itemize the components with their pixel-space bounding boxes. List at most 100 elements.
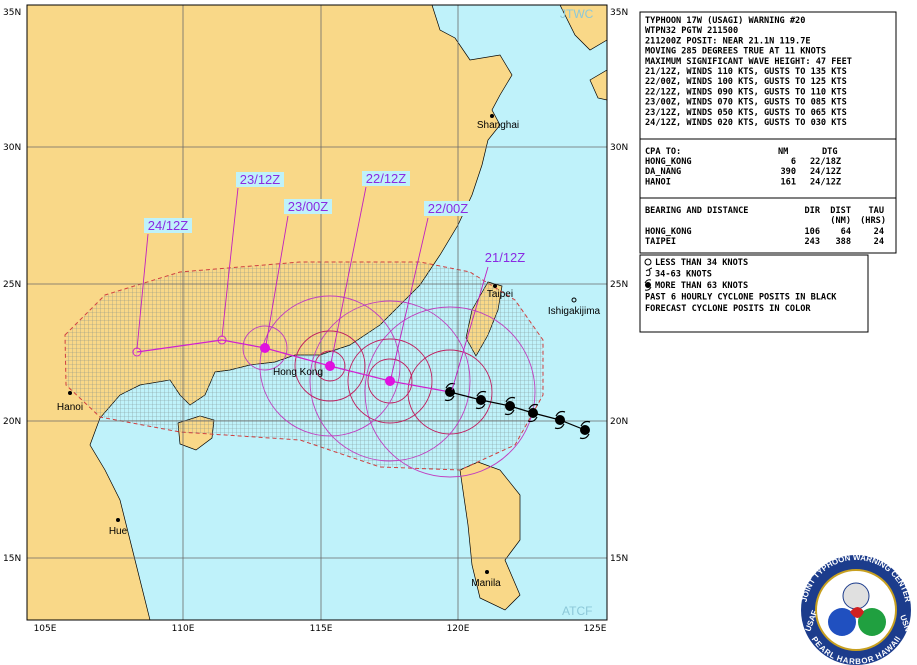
forecast-track (136, 339, 451, 393)
legend-line: LESS THAN 34 KNOTS (655, 258, 748, 268)
forecast-label-bg (362, 171, 410, 186)
cpa-header: NM (778, 147, 788, 157)
watermark: ATCF (562, 604, 592, 618)
warning-line: 21/12Z, WINDS 110 KTS, GUSTS TO 135 KTS (645, 67, 847, 77)
cpa-cell: HANOI (645, 177, 671, 187)
forecast-label: 23/00Z (288, 199, 329, 214)
warning-line: MOVING 285 DEGREES TRUE AT 11 KNOTS (645, 47, 826, 57)
forecast-label-bg (236, 172, 284, 187)
cpa-cell: 24/12Z (810, 167, 841, 177)
lon-label: 115E (310, 624, 333, 634)
past-position (555, 415, 565, 425)
axis-labels: 35N 35N 30N 30N 25N 25N 20N 20N 15N 15N 105E 110E 11… (3, 8, 628, 634)
warning-line: MAXIMUM SIGNIFICANT WAVE HEIGHT: 47 FEET (645, 57, 852, 67)
danger-area (64, 261, 544, 471)
bearing-header: TAU (868, 206, 884, 216)
forecast-label-bg (424, 201, 472, 216)
legend-symbols (644, 258, 653, 291)
label-leaders (136, 186, 489, 391)
korea (559, 5, 607, 51)
past-position (505, 401, 515, 411)
lat-label: 25N (3, 280, 21, 290)
legend-line: PAST 6 HOURLY CYCLONE POSITS IN BLACK (645, 293, 837, 303)
place-name: Hanoi (57, 402, 83, 413)
past-position (528, 408, 538, 418)
warning-line: WTPN32 PGTW 211500 (645, 26, 738, 36)
cpa-cell: 22/18Z (810, 157, 841, 167)
lat-label: 35N (610, 8, 628, 18)
cpa-cell: HONG_KONG (645, 157, 692, 167)
forecast-label-bg (144, 218, 192, 233)
bearing-cell: TAIPEI (645, 237, 676, 247)
lat-label: 30N (610, 143, 628, 153)
bearing-header: BEARING AND DISTANCE (645, 206, 748, 216)
place-name: Taipei (487, 289, 513, 300)
forecast-positions (132, 335, 395, 386)
warning-line: 22/00Z, WINDS 100 KTS, GUSTS TO 125 KTS (645, 77, 847, 87)
warning-line: TYPHOON 17W (USAGI) WARNING #20 (645, 16, 805, 26)
place-dots (68, 114, 577, 574)
forecast-label: 23/12Z (240, 172, 281, 187)
cpa-header: CPA TO: (645, 147, 681, 157)
legend-line: MORE THAN 63 KNOTS (655, 281, 748, 291)
wind-radii (242, 295, 536, 478)
lat-label: 20N (3, 417, 21, 427)
place-name: Hue (109, 526, 128, 537)
bearing-subheader: (HRS) (860, 216, 886, 226)
bearing-cell: 243 (804, 237, 820, 247)
warning-line: 23/00Z, WINDS 070 KTS, GUSTS TO 085 KTS (645, 98, 847, 108)
lon-label: 110E (172, 624, 195, 634)
forecast-label: 22/00Z (428, 201, 469, 216)
place-name: Ishigakijima (548, 306, 601, 317)
cpa-cell: 161 (780, 177, 796, 187)
forecast-label: 24/12Z (148, 218, 189, 233)
legend-box (639, 254, 869, 333)
forecast-label: 22/12Z (366, 171, 407, 186)
bearing-cell: 388 (835, 237, 851, 247)
lon-label: 105E (34, 624, 57, 634)
bearing-cell: 24 (874, 237, 884, 247)
watermark: JTWC (560, 7, 594, 21)
warning-box (639, 11, 897, 254)
map: JTWC ATCF Shanghai Taipei Ishigakijima Hong K… (27, 5, 607, 620)
legend-line: 34-63 KNOTS (655, 270, 712, 280)
lat-label: 15N (610, 554, 628, 564)
lon-label: 125E (584, 624, 607, 634)
cpa-cell: 390 (780, 167, 796, 177)
japan (589, 69, 607, 101)
legend-line: FORECAST CYCLONE POSITS IN COLOR (645, 304, 811, 314)
past-position (476, 395, 486, 405)
cpa-cell: 24/12Z (810, 177, 841, 187)
warning-line: 22/12Z, WINDS 090 KTS, GUSTS TO 110 KTS (645, 87, 847, 97)
cyclone-tail (504, 396, 516, 416)
place-name: Shanghai (477, 120, 519, 131)
jtwc-logo: JOINT TYPHOON WARNING CENTER PEARL HARBO… (800, 553, 912, 665)
cyclone-tail (475, 390, 487, 410)
warning-line: 24/12Z, WINDS 020 KTS, GUSTS TO 030 KTS (645, 118, 847, 128)
graticule (27, 5, 607, 620)
cyclone-tail (579, 420, 591, 440)
cyclone-tail (527, 403, 539, 423)
place-name: Hong Kong (273, 367, 323, 378)
lat-label: 15N (3, 554, 21, 564)
lat-label: 35N (3, 8, 21, 18)
bearing-subheader: (NM) (830, 216, 851, 226)
bearing-cell: 24 (874, 227, 884, 237)
lon-label: 120E (447, 624, 470, 634)
past-position (445, 387, 455, 397)
place-name: Manila (471, 578, 501, 589)
map-labels: JTWC ATCF Shanghai Taipei Ishigakijima Hong K… (57, 7, 601, 618)
cpa-header: DTG (822, 147, 838, 157)
bearing-header: DIST (830, 206, 851, 216)
bearing-header: DIR (804, 206, 820, 216)
bearing-cell: 106 (804, 227, 820, 237)
cyclone-tail (554, 410, 566, 430)
lat-label: 30N (3, 143, 21, 153)
cpa-cell: DA_NANG (645, 167, 681, 177)
cpa-cell: 6 (791, 157, 796, 167)
forecast-label: 21/12Z (485, 250, 526, 265)
map-frame (26, 4, 608, 621)
